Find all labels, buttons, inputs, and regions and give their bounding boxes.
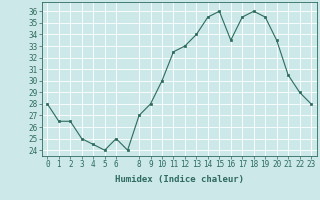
X-axis label: Humidex (Indice chaleur): Humidex (Indice chaleur) xyxy=(115,175,244,184)
